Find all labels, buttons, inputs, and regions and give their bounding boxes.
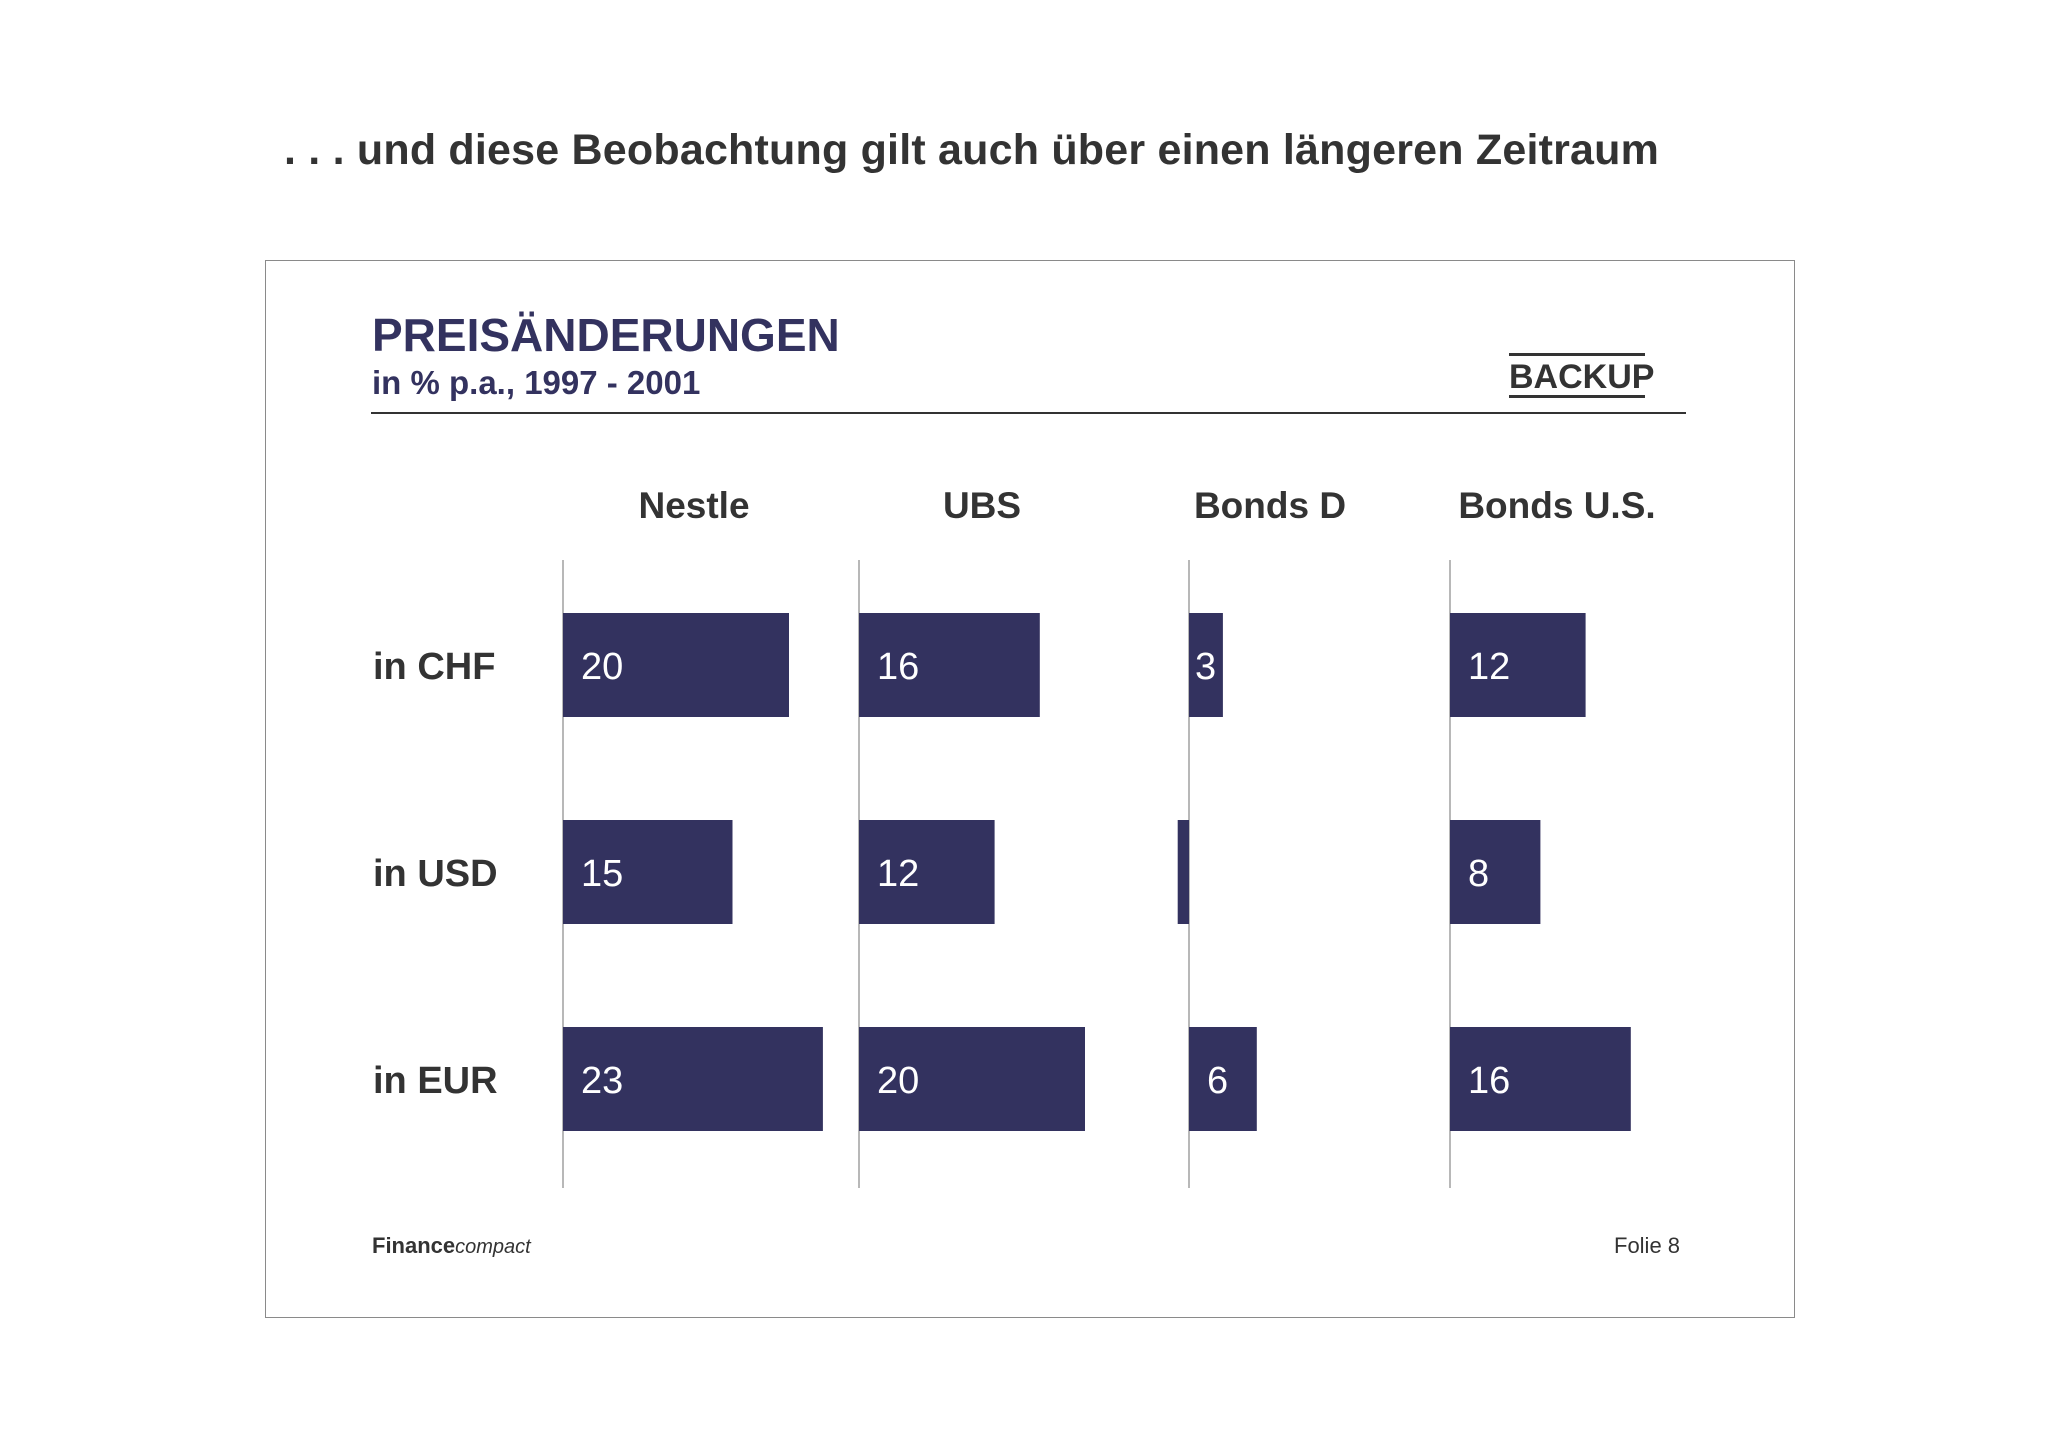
column-label-bonds-u-s: Bonds U.S. xyxy=(1458,485,1655,526)
value-label-bonds-u-s-in-eur: 16 xyxy=(1468,1060,1510,1102)
logo-italic-text: compact xyxy=(455,1236,531,1258)
chart-subtitle: in % p.a., 1997 - 2001 xyxy=(372,364,701,401)
value-label-bonds-u-s-in-chf: 12 xyxy=(1468,646,1510,688)
finance-compact-logo: Financecompact xyxy=(372,1233,531,1259)
bar-bonds-d-in-eur xyxy=(1189,1027,1257,1131)
value-label-ubs-in-usd: 12 xyxy=(877,853,919,895)
value-label-bonds-d-in-eur: 6 xyxy=(1207,1060,1228,1102)
bar-bonds-d-in-usd xyxy=(1177,820,1189,924)
bar-nestle-in-usd xyxy=(563,820,733,924)
bar-nestle-in-chf xyxy=(563,613,789,717)
value-label-nestle-in-chf: 20 xyxy=(581,646,623,688)
value-label-ubs-in-eur: 20 xyxy=(877,1060,919,1102)
title-rule xyxy=(371,412,1686,414)
bar-ubs-in-chf xyxy=(859,613,1040,717)
column-label-nestle: Nestle xyxy=(638,485,749,526)
bar-bonds-u-s-in-chf xyxy=(1450,613,1586,717)
row-label-in-eur: in EUR xyxy=(373,1060,498,1102)
bar-ubs-in-eur xyxy=(859,1027,1085,1131)
value-label-nestle-in-eur: 23 xyxy=(581,1060,623,1102)
bar-bonds-d-in-chf xyxy=(1189,613,1223,717)
value-label-ubs-in-chf: 16 xyxy=(877,646,919,688)
column-label-ubs: UBS xyxy=(943,485,1021,526)
column-label-bonds-d: Bonds D xyxy=(1194,485,1346,526)
value-label-bonds-d-in-chf: 3 xyxy=(1195,646,1216,688)
slide-frame xyxy=(265,260,1795,1318)
page-number: Folie 8 xyxy=(1614,1233,1681,1258)
row-label-in-usd: in USD xyxy=(373,853,498,895)
slide-headline: . . . und diese Beobachtung gilt auch üb… xyxy=(284,126,1660,174)
bar-bonds-u-s-in-usd xyxy=(1450,820,1541,924)
bar-ubs-in-usd xyxy=(859,820,995,924)
bar-nestle-in-eur xyxy=(563,1027,823,1131)
bar-bonds-u-s-in-eur xyxy=(1450,1027,1631,1131)
chart-title: PREISÄNDERUNGEN xyxy=(372,309,840,361)
row-label-in-chf: in CHF xyxy=(373,646,495,688)
value-label-bonds-u-s-in-usd: 8 xyxy=(1468,853,1489,895)
value-label-nestle-in-usd: 15 xyxy=(581,853,623,895)
logo-bold-text: Finance xyxy=(372,1233,456,1258)
backup-badge: BACKUP xyxy=(1509,353,1654,398)
